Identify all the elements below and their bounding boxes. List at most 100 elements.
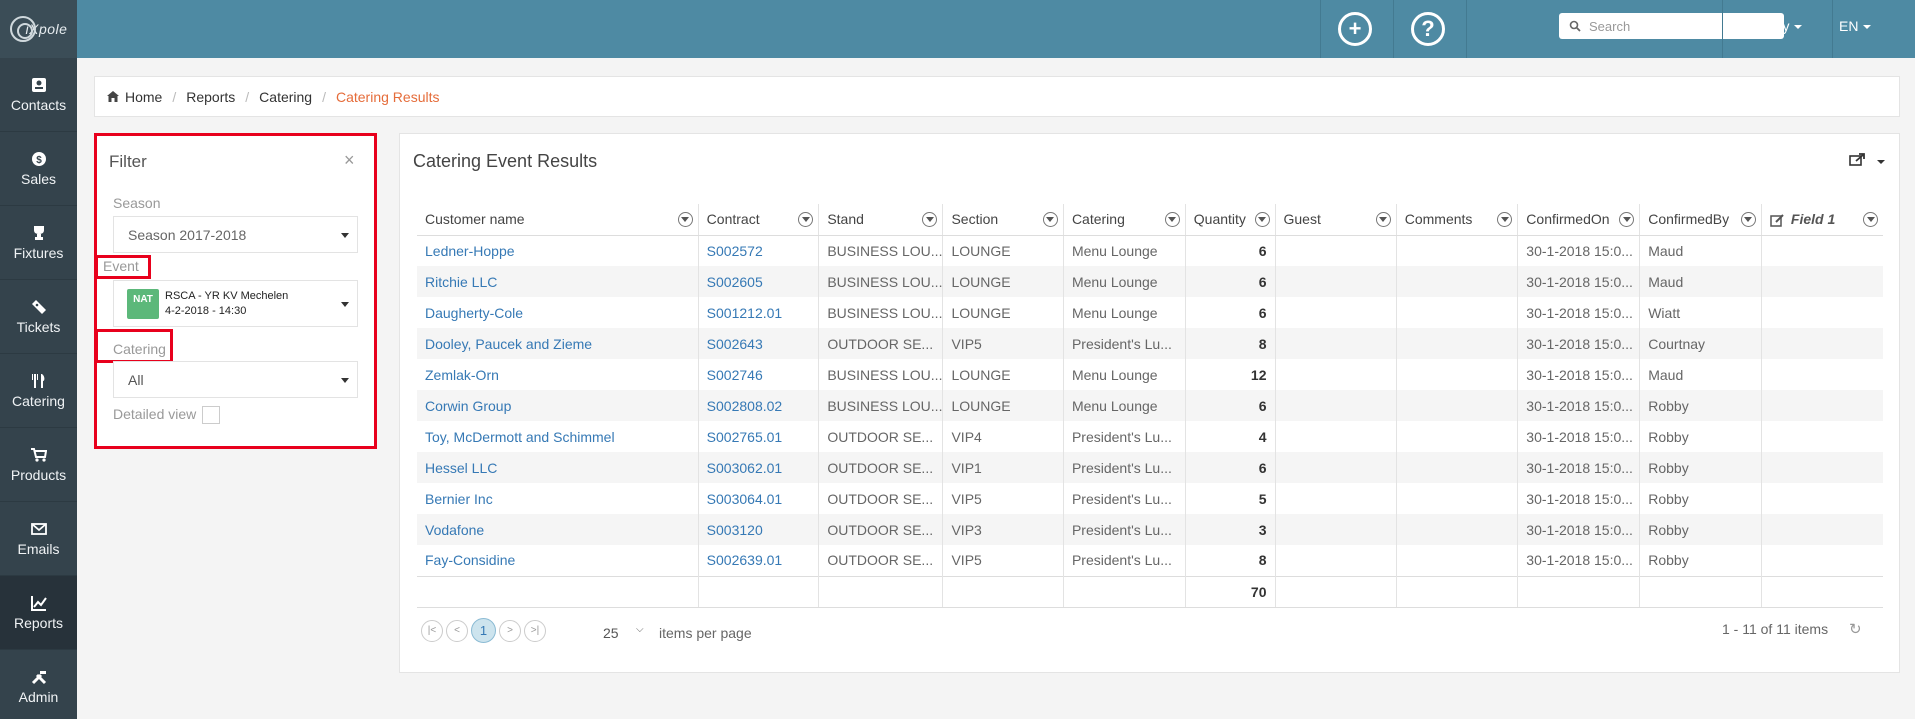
table-cell: Robby (1639, 452, 1762, 483)
column-header[interactable]: Field 1 (1761, 204, 1883, 236)
contract-link[interactable]: S002643 (698, 328, 820, 359)
filter-icon[interactable] (1740, 212, 1756, 227)
detailed-view-checkbox[interactable] (202, 406, 220, 424)
contract-link[interactable]: S003062.01 (698, 452, 820, 483)
customer-link[interactable]: Ledner-Hoppe (417, 235, 699, 266)
table-row[interactable]: Bernier Inc S003064.01 OUTDOOR SE... VIP5 Pr… (417, 483, 1883, 514)
app-logo[interactable]: iXpole (0, 0, 77, 58)
filter-icon[interactable] (1254, 212, 1270, 227)
column-header[interactable]: Quantity (1185, 204, 1276, 236)
breadcrumb-current: Catering Results (335, 88, 440, 105)
per-page-select[interactable]: 25 (603, 625, 619, 641)
filter-icon[interactable] (1863, 212, 1878, 227)
season-select[interactable]: Season 2017-2018 (113, 216, 358, 253)
first-page-button[interactable]: |< (421, 619, 443, 642)
column-header[interactable]: Guest (1275, 204, 1397, 236)
export-menu[interactable] (1849, 152, 1885, 169)
table-row[interactable]: Toy, McDermott and Schimmel S002765.01 OUT… (417, 421, 1883, 452)
refresh-icon[interactable]: ↻ (1849, 621, 1862, 638)
customer-link[interactable]: Hessel LLC (417, 452, 699, 483)
contract-link[interactable]: S002808.02 (698, 390, 820, 421)
table-cell (1761, 514, 1883, 545)
table-row[interactable]: Ledner-Hoppe S002572 BUSINESS LOU... LOUNGE… (417, 235, 1883, 266)
table-cell (417, 575, 699, 608)
close-icon[interactable]: × (344, 150, 355, 170)
table-cell: 30-1-2018 15:0... (1517, 452, 1641, 483)
filter-icon[interactable] (922, 212, 938, 227)
contract-link[interactable]: S002765.01 (698, 421, 820, 452)
customer-link[interactable]: Corwin Group (417, 390, 699, 421)
column-header-label: Contract (706, 211, 760, 228)
help-icon[interactable]: ? (1411, 12, 1445, 46)
catering-select[interactable]: All (113, 361, 358, 398)
column-header[interactable]: ConfirmedBy (1639, 204, 1762, 236)
filter-icon[interactable] (798, 212, 814, 227)
column-header[interactable]: Comments (1396, 204, 1519, 236)
table-row[interactable]: Vodafone S003120 OUTDOOR SE... VIP3 Presiden… (417, 514, 1883, 545)
table-row[interactable]: Corwin Group S002808.02 BUSINESS LOU... LOU… (417, 390, 1883, 421)
prev-page-button[interactable]: < (446, 619, 468, 642)
breadcrumb-home[interactable]: Home (125, 88, 163, 105)
filter-icon[interactable] (677, 212, 693, 227)
contract-link[interactable]: S002605 (698, 266, 820, 297)
table-row[interactable]: Ritchie LLC S002605 BUSINESS LOU... LOUNGE M… (417, 266, 1883, 297)
chevron-down-icon[interactable]: ⌵ (636, 624, 644, 635)
edit-icon[interactable] (1770, 211, 1791, 228)
table-cell: VIP5 (942, 328, 1064, 359)
customer-link[interactable]: Toy, McDermott and Schimmel (417, 421, 699, 452)
filter-icon[interactable] (1042, 212, 1058, 227)
sidebar-item-sales[interactable]: $ Sales (0, 132, 77, 206)
column-header[interactable]: ConfirmedOn (1517, 204, 1641, 236)
sidebar-item-tickets[interactable]: Tickets (0, 280, 77, 354)
contract-link[interactable]: S001212.01 (698, 297, 820, 328)
contract-link[interactable]: S003120 (698, 514, 820, 545)
customer-link[interactable]: Zemlak-Orn (417, 359, 699, 390)
event-select[interactable]: NAT RSCA - YR KV Mechelen 4-2-2018 - 14:… (113, 280, 358, 327)
customer-link[interactable]: Dooley, Paucek and Zieme (417, 328, 699, 359)
breadcrumb-reports[interactable]: Reports (186, 88, 236, 105)
sidebar-item-catering[interactable]: Catering (0, 354, 77, 428)
user-menu[interactable]: Robby (1749, 18, 1803, 34)
contacts-icon (30, 77, 48, 93)
contract-link[interactable]: S002572 (698, 235, 820, 266)
sidebar-item-emails[interactable]: Emails (0, 502, 77, 576)
sidebar-item-fixtures[interactable]: Fixtures (0, 206, 77, 280)
column-header[interactable]: Stand (818, 204, 944, 236)
table-cell (1761, 575, 1883, 608)
language-menu[interactable]: EN (1839, 18, 1872, 34)
customer-link[interactable]: Fay-Considine (417, 545, 699, 576)
column-header[interactable]: Customer name (417, 204, 699, 236)
table-row[interactable]: Zemlak-Orn S002746 BUSINESS LOU... LOUNGE Me… (417, 359, 1883, 390)
table-row[interactable]: Fay-Considine S002639.01 OUTDOOR SE... VIP5… (417, 545, 1883, 576)
next-page-button[interactable]: > (499, 619, 521, 642)
customer-link[interactable]: Vodafone (417, 514, 699, 545)
sidebar-item-reports[interactable]: Reports (0, 576, 77, 650)
column-header[interactable]: Contract (698, 204, 820, 236)
contract-link[interactable]: S002639.01 (698, 545, 820, 576)
add-icon[interactable]: + (1338, 12, 1372, 46)
breadcrumb-catering[interactable]: Catering (259, 88, 313, 105)
column-header[interactable]: Catering (1063, 204, 1186, 236)
sidebar-item-products[interactable]: Products (0, 428, 77, 502)
column-header-label: Section (951, 211, 999, 228)
filter-icon[interactable] (1375, 212, 1391, 227)
contract-link[interactable]: S002746 (698, 359, 820, 390)
table-row[interactable]: Daugherty-Cole S001212.01 BUSINESS LOU... L… (417, 297, 1883, 328)
customer-link[interactable]: Bernier Inc (417, 483, 699, 514)
last-page-button[interactable]: >| (524, 619, 546, 642)
filter-icon[interactable] (1164, 212, 1180, 227)
column-header[interactable]: Section (942, 204, 1064, 236)
table-cell: Maud (1639, 266, 1762, 297)
table-row[interactable]: Hessel LLC S003062.01 OUTDOOR SE... VIP1 Pre… (417, 452, 1883, 483)
table-cell: 30-1-2018 15:0... (1517, 390, 1641, 421)
sidebar-item-contacts[interactable]: Contacts (0, 58, 77, 132)
contract-link[interactable]: S003064.01 (698, 483, 820, 514)
sidebar-item-admin[interactable]: Admin (0, 650, 77, 719)
customer-link[interactable]: Ritchie LLC (417, 266, 699, 297)
page-button-current[interactable]: 1 (471, 618, 496, 643)
filter-icon[interactable] (1619, 212, 1635, 227)
customer-link[interactable]: Daugherty-Cole (417, 297, 699, 328)
search-input[interactable]: Search (1559, 13, 1784, 39)
table-row[interactable]: Dooley, Paucek and Zieme S002643 OUTDOOR S… (417, 328, 1883, 359)
filter-icon[interactable] (1497, 212, 1513, 227)
